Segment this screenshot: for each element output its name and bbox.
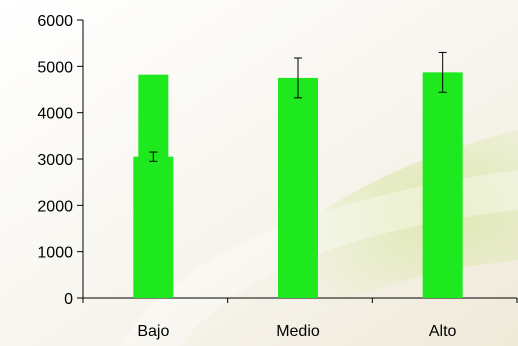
tick-labels: 0 1000 2000 3000 4000 5000 6000 Bajo Medio Alto [37,13,456,340]
y-tick-label: 3000 [37,152,73,169]
y-tick-label: 2000 [37,198,73,215]
y-tick-label: 0 [64,291,73,308]
background-swoosh-light [120,170,518,346]
y-tick-label: 1000 [37,245,73,262]
bars [133,72,463,299]
x-tick-label: Bajo [137,323,169,340]
error-bars [149,51,447,162]
y-tick-label: 5000 [37,59,73,76]
y-tick-label: 6000 [37,13,73,30]
bar [278,77,318,299]
bar [133,156,174,298]
bar [422,72,463,299]
y-tick-label: 4000 [37,106,73,123]
x-tick-label: Alto [429,323,457,340]
x-tick-label: Medio [276,323,320,340]
